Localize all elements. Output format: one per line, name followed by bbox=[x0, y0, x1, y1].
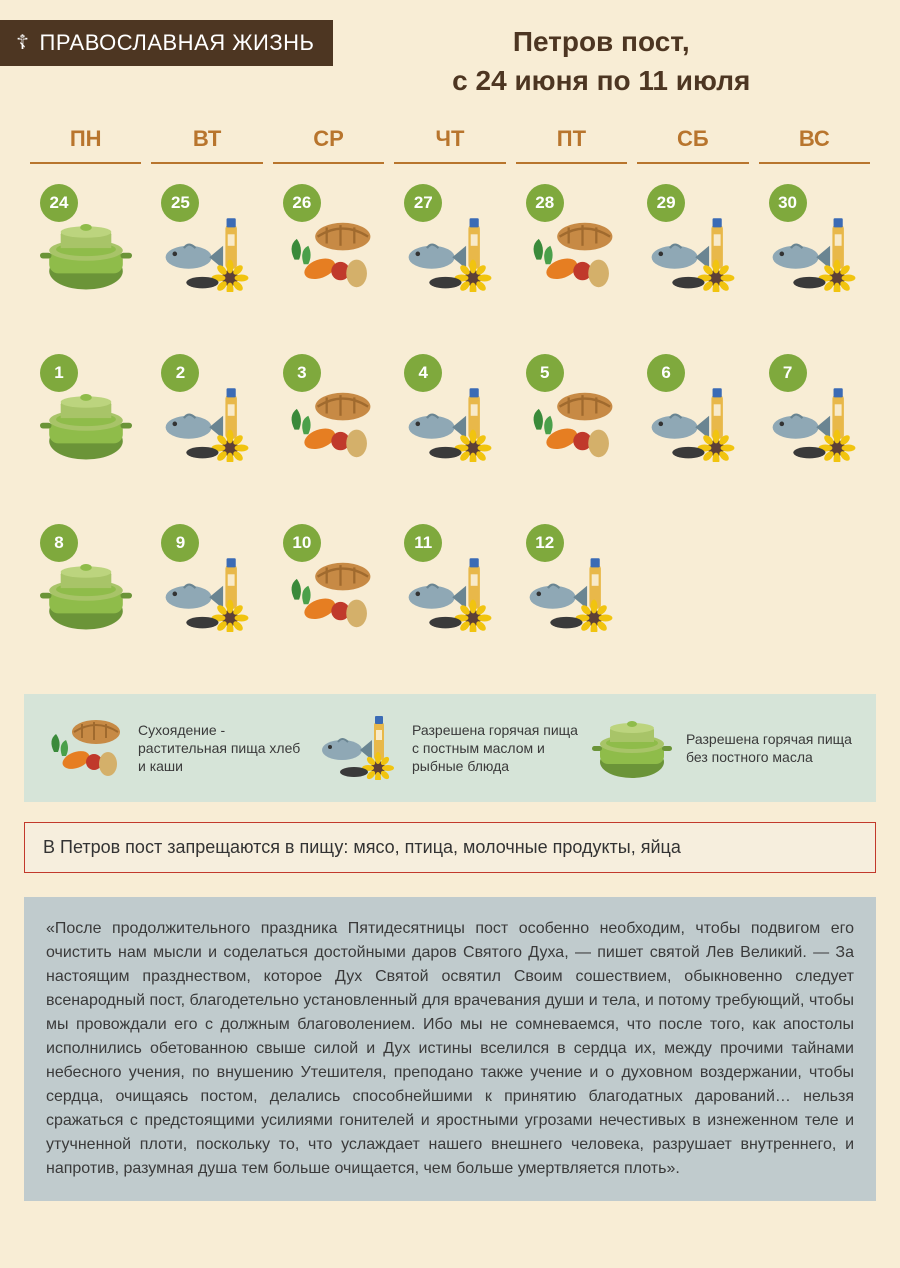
dow-fri: ПТ bbox=[516, 126, 627, 158]
date-badge: 11 bbox=[404, 524, 442, 562]
title-line-1: Петров пост, bbox=[333, 22, 871, 61]
date-badge: 5 bbox=[526, 354, 564, 392]
food-icon-fishoil bbox=[151, 390, 262, 460]
calendar-week: 8 9 10 11 12 bbox=[30, 524, 870, 634]
dow-row: ПН ВТ СР ЧТ ПТ СБ ВС bbox=[30, 126, 870, 158]
date-badge: 8 bbox=[40, 524, 78, 562]
date-badge: 2 bbox=[161, 354, 199, 392]
dow-tue: ВТ bbox=[151, 126, 262, 158]
food-icon-dry bbox=[273, 560, 384, 630]
calendar-cell: 11 bbox=[394, 524, 505, 634]
food-icon-fishoil bbox=[151, 220, 262, 290]
legend: Сухоядение - растительная пища хлеб и ка… bbox=[24, 694, 876, 802]
date-badge: 25 bbox=[161, 184, 199, 222]
food-icon-pot bbox=[30, 220, 141, 290]
calendar-cell: 25 bbox=[151, 184, 262, 294]
dow-mon: ПН bbox=[30, 126, 141, 158]
date-badge: 26 bbox=[283, 184, 321, 222]
title-line-2: с 24 июня по 11 июля bbox=[333, 61, 871, 100]
food-icon-dry bbox=[273, 220, 384, 290]
calendar-cell: 4 bbox=[394, 354, 505, 464]
logo-text: ПРАВОСЛАВНАЯ ЖИЗНЬ bbox=[40, 30, 315, 56]
date-badge: 1 bbox=[40, 354, 78, 392]
food-icon-fishoil bbox=[637, 220, 748, 290]
calendar-cell: 2 bbox=[151, 354, 262, 464]
dow-underline bbox=[30, 162, 870, 164]
calendar-cell: 29 bbox=[637, 184, 748, 294]
food-icon-pot bbox=[30, 390, 141, 460]
dow-thu: ЧТ bbox=[394, 126, 505, 158]
date-badge: 10 bbox=[283, 524, 321, 562]
forbidden-note: В Петров пост запрещаются в пищу: мясо, … bbox=[24, 822, 876, 873]
date-badge: 27 bbox=[404, 184, 442, 222]
food-icon-fishoil bbox=[759, 220, 870, 290]
calendar-cell: 30 bbox=[759, 184, 870, 294]
dow-wed: СР bbox=[273, 126, 384, 158]
dow-sat: СБ bbox=[637, 126, 748, 158]
logo-icon: ☦ bbox=[16, 33, 30, 53]
legend-item: Разрешена горячая пища с постным маслом … bbox=[318, 716, 582, 780]
legend-icon-dry bbox=[44, 716, 124, 780]
date-badge: 12 bbox=[526, 524, 564, 562]
food-icon-dry bbox=[516, 220, 627, 290]
legend-text: Разрешена горячая пища без постного масл… bbox=[686, 730, 856, 766]
food-icon-dry bbox=[273, 390, 384, 460]
calendar-cell: 10 bbox=[273, 524, 384, 634]
header: ☦ ПРАВОСЛАВНАЯ ЖИЗНЬ Петров пост, с 24 и… bbox=[0, 0, 900, 116]
date-badge: 30 bbox=[769, 184, 807, 222]
calendar-cell: 28 bbox=[516, 184, 627, 294]
food-icon-fishoil bbox=[759, 390, 870, 460]
date-badge: 7 bbox=[769, 354, 807, 392]
calendar-cell: 5 bbox=[516, 354, 627, 464]
legend-text: Сухоядение - растительная пища хлеб и ка… bbox=[138, 721, 308, 776]
page-title: Петров пост, с 24 июня по 11 июля bbox=[333, 20, 871, 100]
calendar-cell: 3 bbox=[273, 354, 384, 464]
food-icon-fishoil bbox=[516, 560, 627, 630]
legend-icon-pot bbox=[592, 716, 672, 780]
calendar-cell: 27 bbox=[394, 184, 505, 294]
food-icon-fishoil bbox=[637, 390, 748, 460]
date-badge: 6 bbox=[647, 354, 685, 392]
calendar: ПН ВТ СР ЧТ ПТ СБ ВС 24 25 26 27 28 29 3… bbox=[0, 116, 900, 634]
calendar-cell: 8 bbox=[30, 524, 141, 634]
date-badge: 3 bbox=[283, 354, 321, 392]
date-badge: 28 bbox=[526, 184, 564, 222]
calendar-cell: 6 bbox=[637, 354, 748, 464]
date-badge: 9 bbox=[161, 524, 199, 562]
calendar-cell: 12 bbox=[516, 524, 627, 634]
calendar-cell: 7 bbox=[759, 354, 870, 464]
calendar-cell: 9 bbox=[151, 524, 262, 634]
calendar-cell: 1 bbox=[30, 354, 141, 464]
legend-text: Разрешена горячая пища с постным маслом … bbox=[412, 721, 582, 776]
food-icon-fishoil bbox=[394, 560, 505, 630]
logo-badge: ☦ ПРАВОСЛАВНАЯ ЖИЗНЬ bbox=[0, 20, 333, 66]
quote-block: «После продолжительного праздника Пятиде… bbox=[24, 897, 876, 1201]
food-icon-fishoil bbox=[394, 390, 505, 460]
calendar-week: 1 2 3 4 5 6 7 bbox=[30, 354, 870, 464]
date-badge: 24 bbox=[40, 184, 78, 222]
food-icon-dry bbox=[516, 390, 627, 460]
date-badge: 4 bbox=[404, 354, 442, 392]
food-icon-pot bbox=[30, 560, 141, 630]
legend-icon-fishoil bbox=[318, 716, 398, 780]
calendar-cell: 26 bbox=[273, 184, 384, 294]
calendar-cell: 24 bbox=[30, 184, 141, 294]
calendar-week: 24 25 26 27 28 29 30 bbox=[30, 184, 870, 294]
legend-item: Разрешена горячая пища без постного масл… bbox=[592, 716, 856, 780]
date-badge: 29 bbox=[647, 184, 685, 222]
food-icon-fishoil bbox=[151, 560, 262, 630]
dow-sun: ВС bbox=[759, 126, 870, 158]
legend-item: Сухоядение - растительная пища хлеб и ка… bbox=[44, 716, 308, 780]
food-icon-fishoil bbox=[394, 220, 505, 290]
